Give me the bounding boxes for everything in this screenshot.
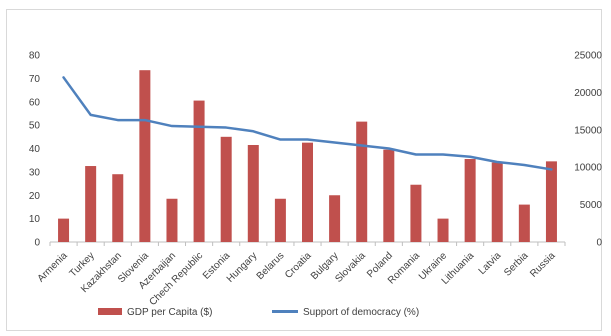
bar-belarus — [274, 198, 286, 242]
y-left-tick-label: 10 — [29, 214, 41, 225]
y-right-tick-label: 15000 — [574, 125, 602, 136]
y-left-tick-label: 50 — [29, 121, 41, 132]
bar-kazakhstan — [112, 174, 124, 242]
bar-latvia — [491, 162, 503, 242]
y-left-tick-label: 60 — [29, 97, 41, 108]
bar-hungary — [247, 144, 259, 242]
bar-bulgary — [329, 195, 341, 242]
x-category-label: Russia — [528, 250, 558, 280]
y-right-tick-label: 5000 — [580, 200, 603, 211]
bar-romania — [410, 184, 422, 242]
y-right-tick-label: 10000 — [574, 163, 602, 174]
bar-turkey — [85, 166, 97, 242]
bar-serbia — [518, 204, 530, 242]
bar-slovenia — [139, 70, 151, 242]
bar-estonia — [220, 136, 232, 242]
y-left-tick-label: 70 — [29, 74, 41, 85]
y-left-tick-label: 20 — [29, 191, 41, 202]
bar-slovakia — [356, 121, 368, 242]
legend-label-democracy: Support of democracy (%) — [303, 307, 419, 318]
y-right-tick-label: 20000 — [574, 88, 602, 99]
y-left-tick-label: 80 — [29, 51, 41, 62]
legend-swatch-gdp — [98, 308, 122, 315]
bar-croatia — [302, 142, 313, 242]
bar-azerbaijan — [166, 198, 178, 242]
x-category-label: Latvia — [477, 250, 504, 277]
line-layer — [62, 76, 553, 171]
bar-armenia — [58, 218, 70, 242]
axes-layer: 0 10 20 30 40 50 60 70 80 0 5000 10000 15000 20000 250… — [29, 51, 603, 249]
bar-lithuania — [464, 159, 476, 242]
bar-russia — [545, 161, 557, 242]
x-category-label: Serbia — [502, 250, 531, 279]
x-category-label: Armenia — [36, 250, 70, 284]
y-left-tick-label: 30 — [29, 167, 41, 178]
y-left-tick-label: 0 — [34, 238, 40, 249]
labels-layer: ArmeniaTurkeyKazakhstanSloveniaAzerbaija… — [36, 250, 558, 308]
y-right-tick-label: 25000 — [574, 51, 602, 62]
bar-chech-republic — [193, 100, 205, 242]
x-category-label: Belarus — [255, 250, 287, 282]
legend-label-gdp: GDP per Capita ($) — [127, 307, 212, 318]
bar-poland — [383, 149, 395, 242]
bar-ukraine — [437, 218, 449, 242]
line-support-of-democracy — [62, 76, 553, 171]
x-category-label: Croatia — [283, 250, 314, 281]
bars-layer — [58, 70, 557, 242]
y-left-tick-label: 40 — [29, 144, 41, 155]
x-category-label: Slovakia — [333, 250, 368, 285]
legend: GDP per Capita ($) Support of democracy … — [98, 307, 419, 318]
x-category-label: Hungary — [225, 250, 260, 285]
y-right-tick-label: 0 — [596, 238, 602, 249]
